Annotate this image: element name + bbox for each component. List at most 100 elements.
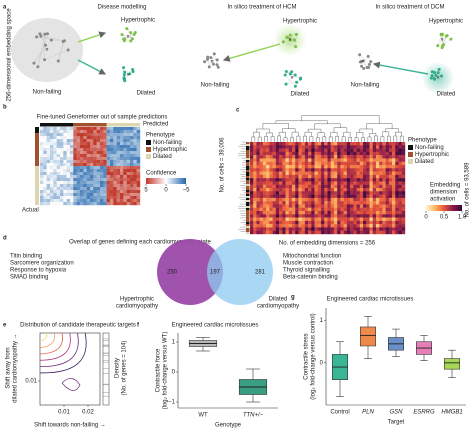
colorbar [426, 205, 462, 211]
heatmap-cell [56, 136, 61, 140]
heatmap-cell [275, 188, 280, 192]
heatmap-cell [382, 217, 386, 222]
phenotype-bar [246, 216, 250, 219]
phenotype-bar [246, 208, 250, 211]
heatmap-cell [324, 188, 328, 192]
heatmap-cell [298, 197, 302, 202]
dendrogram [304, 131, 312, 137]
heatmap-cell [304, 214, 309, 218]
heatmap-cell [253, 217, 257, 222]
heatmap-cell [353, 148, 357, 153]
heatmap-cell [43, 202, 47, 206]
heatmap-cell [50, 142, 54, 146]
heatmap-cell [53, 169, 57, 173]
heatmap-cell [60, 133, 64, 137]
heatmap-cell [106, 196, 111, 200]
heatmap-cell [395, 165, 399, 169]
heatmap-cell [80, 136, 84, 140]
heatmap-cell [123, 151, 127, 155]
heatmap-cell [337, 197, 341, 202]
heatmap-cell [301, 211, 306, 215]
heatmap-cell [279, 230, 283, 235]
heatmap-cell [259, 230, 264, 235]
heatmap-cell [66, 193, 71, 197]
phenotype-bar [246, 194, 250, 197]
heatmap-cell [56, 163, 61, 167]
heatmap-cell [110, 172, 114, 176]
heatmap-cell [63, 199, 67, 203]
heatmap-cell [295, 165, 299, 169]
heatmap-cell [262, 211, 267, 215]
heatmap-cell [298, 194, 302, 199]
heatmap-cell [285, 142, 289, 146]
heatmap-cell [308, 211, 312, 215]
heatmap-cell [343, 158, 348, 162]
heatmap-cell [43, 169, 47, 173]
heatmap-cell [266, 201, 270, 205]
heatmap-cell [282, 227, 286, 231]
heatmap-cell [401, 168, 406, 172]
heatmap-cell [301, 230, 306, 235]
heatmap-cell [106, 136, 111, 140]
heatmap-cell [279, 142, 283, 146]
heatmap-cell [343, 201, 348, 205]
heatmap-cell [90, 160, 94, 164]
heatmap-cell [73, 133, 77, 137]
heatmap-cell [70, 196, 74, 200]
heatmap-cell [356, 181, 360, 185]
heatmap-cell [359, 211, 364, 215]
heatmap-cell [379, 188, 383, 192]
heatmap-cell [372, 158, 377, 162]
heatmap-cell [398, 207, 402, 212]
heatmap-cell [295, 168, 299, 172]
heatmap-cell [350, 155, 354, 159]
heatmap-cell [275, 224, 280, 228]
heatmap-cell [43, 154, 47, 158]
heatmap-cell [301, 178, 306, 182]
heatmap-cell [53, 184, 57, 188]
heatmap-cell [86, 184, 91, 188]
node [433, 70, 437, 74]
heatmap-cell [333, 201, 338, 205]
centroid: × [45, 48, 49, 54]
heatmap-cell [262, 191, 267, 195]
heatmap-cell [392, 188, 396, 192]
heatmap-cell [76, 151, 81, 155]
heatmap-cell [359, 214, 364, 218]
heatmap-cell [363, 191, 367, 195]
heatmap-cell [43, 184, 47, 188]
heatmap-cell [262, 188, 267, 192]
heatmap-cell [304, 211, 309, 215]
heatmap-cell [356, 197, 360, 202]
venn-hcm [157, 239, 223, 305]
heatmap-cell [350, 207, 354, 212]
heatmap-cell [369, 184, 373, 189]
heatmap-cell [96, 154, 101, 158]
heatmap-cell [46, 178, 51, 182]
heatmap-cell [113, 190, 117, 194]
heatmap-cell [133, 127, 137, 131]
heatmap-cell [321, 161, 325, 166]
heatmap-cell [83, 154, 87, 158]
heatmap-cell [346, 158, 351, 162]
heatmap-cell [275, 230, 280, 235]
heatmap-cell [133, 190, 137, 194]
node [284, 82, 288, 86]
heatmap-cell [90, 190, 94, 194]
heatmap-cell [80, 151, 84, 155]
heatmap-cell [66, 190, 71, 194]
heatmap-cell [253, 197, 257, 202]
heatmap-cell [285, 194, 289, 199]
heatmap-cell [392, 201, 396, 205]
heatmap-cell [100, 178, 104, 182]
heatmap-cell [295, 207, 299, 212]
heatmap-cell [388, 178, 393, 182]
heatmap-cell [256, 155, 260, 159]
heatmap-cell [314, 148, 319, 153]
heatmap-cell [388, 145, 393, 149]
heatmap-cell [327, 171, 331, 176]
heatmap-cell [272, 161, 277, 166]
heatmap-cell [50, 139, 54, 143]
heatmap-cell [401, 197, 406, 202]
heatmap-cell [353, 217, 357, 222]
